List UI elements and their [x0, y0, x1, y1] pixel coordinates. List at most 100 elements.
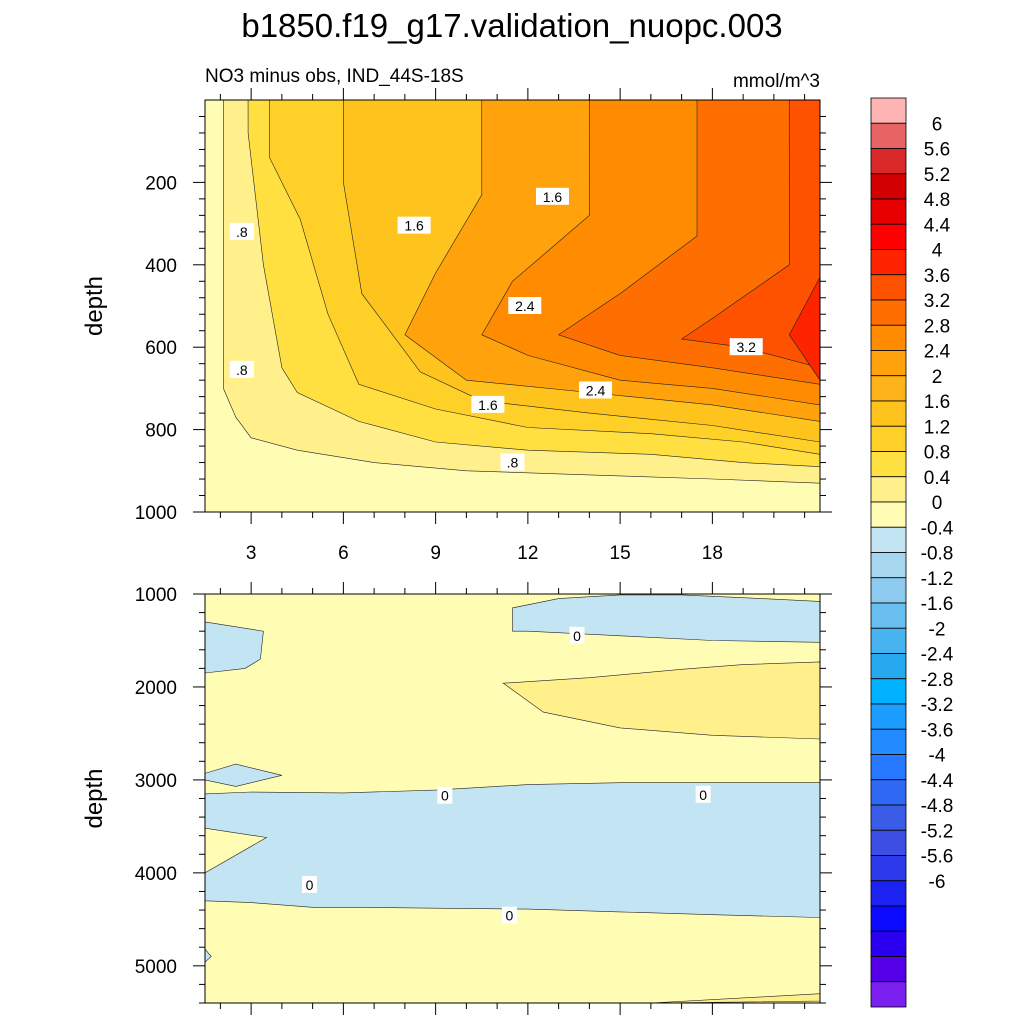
contour-region-5	[502, 661, 820, 740]
contour-region-4	[205, 948, 212, 963]
colorbar-label: 0	[932, 493, 943, 514]
x-tick-label: 15	[610, 543, 631, 564]
contour-label-bg	[471, 395, 505, 413]
contour-label-bg	[437, 786, 453, 804]
x-tick-label: 3	[246, 543, 257, 564]
colorbar-label: 5.6	[924, 140, 950, 161]
figure-title: b1850.f19_g17.validation_nuopc.003	[241, 7, 782, 44]
colorbar-label: 0.4	[924, 468, 951, 489]
colorbar-label: 3.6	[924, 266, 950, 287]
colorbar-label: -2.8	[921, 670, 954, 691]
colorbar-box	[870, 122, 907, 149]
y-axis-label: depth	[81, 276, 108, 336]
colorbar-box	[870, 400, 907, 427]
y-tick-label: 800	[145, 421, 177, 442]
contour-label: 0	[306, 877, 314, 893]
colorbar-label: -0.4	[921, 518, 954, 539]
colorbar-label: -5.6	[921, 847, 954, 868]
colorbar-box	[870, 552, 907, 579]
colorbar-box	[870, 981, 907, 1008]
y-tick-label: 4000	[135, 864, 177, 885]
contour-region-3	[205, 782, 820, 918]
colorbar-box	[870, 956, 907, 983]
contour-band-3.2	[680, 100, 820, 369]
contour-label: 1.6	[478, 397, 498, 413]
colorbar-label: 5.2	[924, 165, 950, 186]
y-tick-label: 400	[145, 256, 177, 277]
colorbar-label: -5.2	[921, 821, 954, 842]
colorbar-label: -3.6	[921, 720, 954, 741]
plot-body	[205, 594, 820, 1003]
contour-label: 1.6	[543, 189, 563, 205]
colorbar-box	[870, 804, 907, 831]
colorbar-label: -1.2	[921, 569, 954, 590]
lower-contour-panel: 0 0 0 0 0 1000 2000 3000 4000 5000 depth	[81, 582, 832, 1015]
contour-label-bg	[729, 338, 763, 356]
colorbar-box	[870, 526, 907, 553]
colorbar-box	[870, 198, 907, 225]
colorbar-box	[870, 299, 907, 326]
contour-region-0	[512, 594, 820, 643]
colorbar-box	[870, 880, 907, 907]
contour-label: 2.4	[515, 298, 535, 314]
colorbar-box	[870, 97, 907, 124]
contour-label-bg	[569, 626, 585, 644]
colorbar-box	[870, 653, 907, 680]
colorbar-label: -3.2	[921, 695, 954, 716]
y-tick-label: 1000	[135, 585, 177, 606]
contour-label-bg	[397, 216, 431, 234]
colorbar-label: 2.8	[924, 316, 950, 337]
colorbar-box	[870, 905, 907, 932]
colorbar-label: -1.6	[921, 594, 954, 615]
x-tick-label: 6	[338, 543, 349, 564]
colorbar-label: 3.2	[924, 291, 950, 312]
colorbar-label: -2.4	[921, 645, 954, 666]
colorbar-label: -4	[929, 746, 946, 767]
y-tick-label: 200	[145, 173, 177, 194]
x-tick-label: 9	[430, 543, 441, 564]
y-tick-label: 5000	[135, 957, 177, 978]
colorbar-box	[870, 855, 907, 882]
colorbar-label: 4.4	[924, 215, 951, 236]
colorbar-label: 4.8	[924, 190, 950, 211]
contour-label-bg	[508, 297, 542, 314]
contour-region-6	[650, 993, 820, 1003]
colorbar-box	[870, 501, 907, 528]
colorbar-box	[870, 476, 907, 503]
contour-label: 3.2	[736, 339, 756, 355]
y-tick-label: 1000	[135, 503, 177, 524]
colorbar-box	[870, 375, 907, 402]
contour-region-1	[205, 621, 264, 674]
y-tick-label: 600	[145, 338, 177, 359]
colorbar-box	[870, 829, 907, 856]
contour-label: 1.6	[404, 218, 424, 234]
colorbar-box	[870, 577, 907, 604]
colorbar-label: 4	[932, 241, 943, 262]
contour-region-2	[205, 763, 282, 787]
x-tick-label: 18	[702, 543, 723, 564]
colorbar-box	[870, 779, 907, 806]
colorbar-label: -4.8	[921, 796, 954, 817]
colorbar-label: -0.8	[921, 544, 954, 565]
colorbar-label: 1.2	[924, 417, 950, 438]
colorbar-label: 0.8	[924, 443, 950, 464]
plot-frame	[204, 99, 821, 513]
colorbar-label: -4.4	[921, 771, 954, 792]
subtitle-left: NO3 minus obs, IND_44S-18S	[205, 66, 464, 87]
colorbar-box	[870, 703, 907, 730]
x-tick-label: 12	[517, 543, 538, 564]
contour-label: 2.4	[586, 382, 606, 398]
contour-label: 0	[441, 788, 449, 804]
colorbar-box	[870, 350, 907, 377]
colorbar-box	[870, 627, 907, 654]
colorbar-box	[870, 148, 907, 175]
colorbar-box	[870, 425, 907, 452]
contour-label-bg	[501, 906, 517, 924]
contour-label: .8	[236, 224, 248, 240]
colorbar-box	[870, 678, 907, 705]
contour-label: 0	[699, 787, 707, 803]
y-axis-label: depth	[81, 768, 108, 828]
contour-label: .8	[507, 455, 519, 471]
plot-body	[205, 100, 820, 512]
y-tick-label: 3000	[135, 771, 177, 792]
